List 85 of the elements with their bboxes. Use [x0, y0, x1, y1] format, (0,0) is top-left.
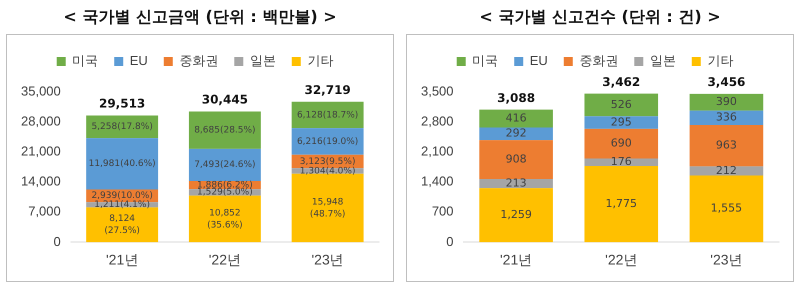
- y-tick-label: 700: [432, 204, 454, 219]
- legend-label: 기타: [707, 53, 734, 68]
- data-label: 908: [506, 152, 527, 166]
- bar: [292, 128, 364, 155]
- bar: [188, 112, 261, 149]
- y-tick-label: 14,000: [20, 174, 61, 189]
- chart-title: < 국가별 신고금액 (단위 : 백만불) >: [62, 6, 338, 28]
- bar: [584, 94, 658, 116]
- bar: [690, 166, 764, 176]
- data-label: 212: [716, 164, 737, 177]
- y-tick-label: 0: [446, 234, 454, 249]
- chart-title: < 국가별 신고건수 (단위 : 건) >: [478, 6, 722, 28]
- legend-label: 일본: [650, 53, 676, 68]
- total-label: 3,462: [602, 74, 640, 89]
- data-label: 7,493(24.6%): [194, 160, 256, 170]
- data-label: 336: [716, 110, 737, 124]
- legend-label: 기타: [307, 53, 334, 68]
- data-label: 1,555: [710, 202, 742, 215]
- data-label: 3,123(9.5%): [300, 156, 356, 167]
- bar: [86, 138, 158, 190]
- legend-label: 미국: [472, 53, 498, 68]
- data-label: 15,948 (48.7%): [310, 197, 346, 220]
- total-label: 30,445: [202, 92, 248, 107]
- total-label: 29,513: [98, 96, 146, 111]
- bar: [584, 128, 658, 158]
- bar: [690, 175, 764, 242]
- y-tick-label: 1,400: [420, 174, 454, 189]
- x-tick-label: '23년: [710, 251, 743, 268]
- legend-label: 일본: [250, 53, 276, 68]
- data-label: 2,939(10.0%): [91, 191, 153, 202]
- data-label: 8,685(28.5%): [194, 126, 256, 136]
- x-tick-label: '22년: [208, 251, 242, 268]
- legend-label: 중화권: [579, 53, 618, 68]
- data-label: 176: [610, 155, 632, 168]
- data-label: 416: [506, 111, 527, 124]
- y-tick-label: 2,100: [420, 144, 454, 159]
- bar: [188, 196, 261, 242]
- data-label: 8,124 (27.5%): [104, 214, 140, 236]
- bar: [86, 207, 158, 242]
- data-label: 6,128(18.7%): [296, 110, 358, 120]
- y-tick-label: 0: [54, 234, 61, 249]
- bar: [690, 110, 764, 126]
- y-tick-label: 28,000: [20, 114, 61, 129]
- data-label: 11,981(40.6%): [88, 159, 156, 170]
- data-label: 10,852 (35.6%): [207, 208, 243, 230]
- bar: [584, 166, 658, 242]
- data-label: 1,529(5.0%): [197, 188, 253, 198]
- data-label: 526: [610, 98, 632, 111]
- y-tick-label: 35,000: [20, 84, 61, 99]
- bar: [690, 94, 764, 111]
- x-tick-label: '21년: [500, 251, 532, 268]
- total-label: 3,456: [707, 75, 746, 90]
- total-label: 32,719: [304, 82, 351, 97]
- total-label: 3,088: [497, 90, 536, 105]
- y-tick-label: 21,000: [20, 144, 61, 159]
- legend-label: EU: [130, 53, 148, 68]
- data-label: 1,886(6.2%): [197, 180, 253, 190]
- y-tick-label: 2,800: [420, 114, 454, 129]
- legend-label: 중화권: [179, 53, 218, 68]
- data-label: 295: [610, 115, 632, 128]
- data-label: 213: [506, 176, 527, 190]
- data-label: 963: [716, 138, 737, 152]
- bar: [690, 125, 764, 166]
- bar: [479, 140, 553, 180]
- x-tick-label: '23년: [312, 251, 344, 268]
- bar: [479, 188, 553, 242]
- data-label: 690: [610, 136, 632, 150]
- x-tick-label: '21년: [106, 251, 138, 268]
- x-tick-label: '22년: [605, 251, 638, 268]
- data-label: 390: [716, 95, 737, 108]
- bar: [479, 110, 553, 128]
- bar: [584, 116, 658, 129]
- bar: [292, 174, 364, 242]
- legend-label: EU: [530, 53, 548, 68]
- data-label: 1,775: [606, 196, 638, 210]
- bar: [188, 148, 261, 181]
- bar: [479, 128, 553, 140]
- data-label: 6,216(19.0%): [296, 136, 358, 147]
- data-label: 292: [506, 126, 527, 140]
- bar: [584, 158, 658, 166]
- y-tick-label: 7,000: [28, 204, 61, 219]
- data-label: 5,258(17.8%): [91, 122, 153, 132]
- data-label: 1,259: [500, 208, 532, 222]
- y-tick-label: 3,500: [420, 84, 454, 99]
- legend-label: 미국: [72, 53, 98, 68]
